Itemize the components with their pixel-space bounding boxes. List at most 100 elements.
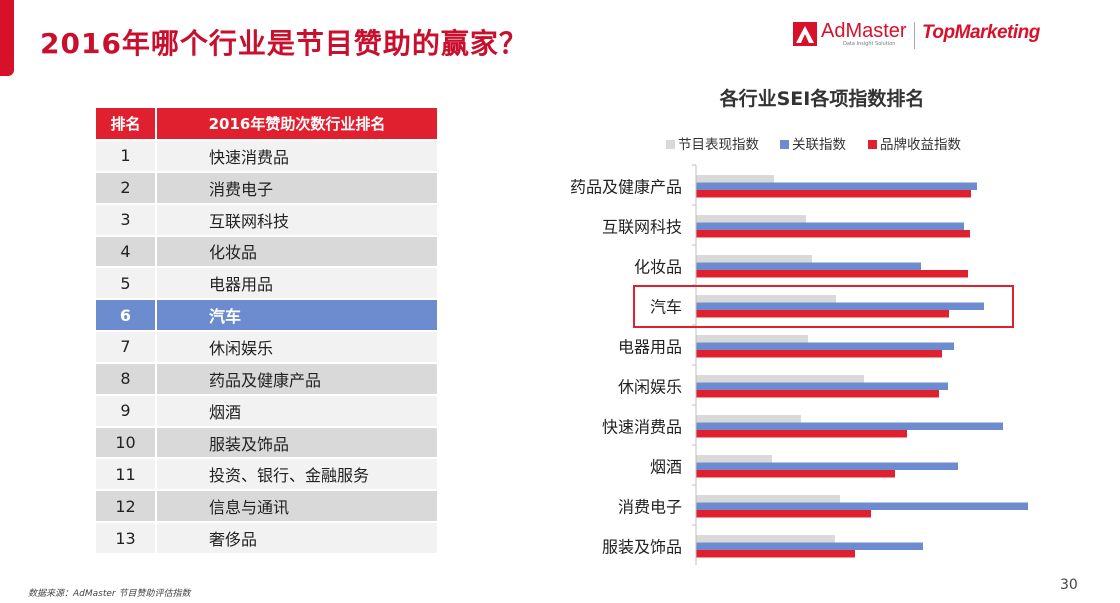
bar-performance <box>696 375 864 383</box>
bar-brand-benefit <box>696 470 895 478</box>
industry-cell: 化妆品 <box>156 235 439 269</box>
legend-swatch <box>666 140 675 149</box>
legend-label: 关联指数 <box>792 137 846 153</box>
industry-cell: 信息与通讯 <box>156 490 439 524</box>
legend-label: 品牌收益指数 <box>880 136 961 153</box>
rank-cell: 12 <box>96 490 157 524</box>
table-row: 5 电器用品 <box>96 267 439 301</box>
table-row: 2 消费电子 <box>96 171 439 205</box>
category-label: 服装及饰品 <box>602 537 682 556</box>
admaster-mark-icon <box>793 22 817 46</box>
bar-brand-benefit <box>696 430 907 438</box>
bar-association <box>696 222 964 230</box>
title-accent-bar <box>0 0 14 76</box>
category-label: 化妆品 <box>634 257 682 276</box>
industry-cell: 休闲娱乐 <box>156 331 439 364</box>
industry-cell: 消费电子 <box>156 171 439 205</box>
bar-association <box>696 342 954 350</box>
admaster-wordmark: AdMaster <box>821 20 907 42</box>
table-row: 11 投资、银行、金融服务 <box>96 458 439 492</box>
category-label: 电器用品 <box>618 337 682 356</box>
category-label: 汽车 <box>650 297 682 316</box>
data-source-note: 数据来源：AdMaster 节目赞助评估指数 <box>28 589 191 599</box>
topmarketing-logo: TopMarketing <box>922 22 1040 43</box>
industry-cell: 汽车 <box>156 299 439 333</box>
bar-brand-benefit <box>696 350 942 358</box>
bar-performance <box>696 255 812 263</box>
bar-association <box>696 262 921 270</box>
bar-performance <box>696 215 806 223</box>
bar-brand-benefit <box>696 230 970 238</box>
table-row: 4 化妆品 <box>96 235 439 269</box>
industry-cell: 投资、银行、金融服务 <box>156 458 439 492</box>
rank-cell: 1 <box>96 140 157 173</box>
category-label: 消费电子 <box>618 497 682 516</box>
legend-swatch <box>868 140 877 149</box>
bar-performance <box>696 455 772 463</box>
rank-cell: 4 <box>96 235 157 269</box>
bar-brand-benefit <box>696 550 855 558</box>
bar-performance <box>696 415 801 423</box>
table-row: 6 汽车 <box>96 299 439 333</box>
legend-swatch <box>780 140 789 149</box>
category-label: 互联网科技 <box>602 217 682 236</box>
rank-cell: 3 <box>96 203 157 237</box>
table-row: 8 药品及健康产品 <box>96 362 439 396</box>
brand-logos: AdMaster Data Insight Solution TopMarket… <box>793 20 1093 52</box>
bar-association <box>696 502 1028 510</box>
category-label: 快速消费品 <box>602 417 682 436</box>
bar-brand-benefit <box>696 310 949 318</box>
bar-brand-benefit <box>696 390 939 398</box>
rank-cell: 2 <box>96 171 157 205</box>
bar-performance <box>696 535 835 543</box>
column-header-rank: 排名 <box>96 108 157 141</box>
bar-association <box>696 302 984 310</box>
industry-ranking-table: 排名 2016年赞助次数行业排名 1 快速消费品 2 消费电子 3 互联网科技 4 化妆品 5 电… <box>96 108 439 555</box>
rank-cell: 10 <box>96 426 157 460</box>
chart-title: 各行业SEI各项指数排名 <box>719 87 925 110</box>
rank-cell: 5 <box>96 267 157 301</box>
rank-cell: 8 <box>96 362 157 396</box>
table-header-row: 排名 2016年赞助次数行业排名 <box>96 108 439 141</box>
highlight-box <box>633 285 1014 328</box>
category-label: 烟酒 <box>650 457 682 476</box>
bar-brand-benefit <box>696 510 871 518</box>
industry-cell: 互联网科技 <box>156 203 439 237</box>
industry-cell: 服装及饰品 <box>156 426 439 460</box>
column-header-industry: 2016年赞助次数行业排名 <box>156 108 439 141</box>
category-label: 休闲娱乐 <box>618 377 682 396</box>
table-row: 12 信息与通讯 <box>96 490 439 524</box>
bar-performance <box>696 175 774 183</box>
bar-association <box>696 422 1003 430</box>
bar-performance <box>696 495 840 503</box>
rank-cell: 9 <box>96 394 157 428</box>
category-label: 药品及健康产品 <box>570 177 682 196</box>
legend-label: 节目表现指数 <box>678 137 759 153</box>
bar-brand-benefit <box>696 190 971 198</box>
bar-association <box>696 462 958 470</box>
bar-association <box>696 542 923 550</box>
rank-cell: 11 <box>96 458 157 492</box>
rank-cell: 6 <box>96 299 157 333</box>
industry-cell: 电器用品 <box>156 267 439 301</box>
rank-cell: 13 <box>96 522 157 555</box>
table-row: 10 服装及饰品 <box>96 426 439 460</box>
table-row: 1 快速消费品 <box>96 140 439 173</box>
industry-cell: 快速消费品 <box>156 140 439 173</box>
rank-cell: 7 <box>96 331 157 364</box>
industry-cell: 奢侈品 <box>156 522 439 555</box>
bar-association <box>696 182 977 190</box>
admaster-tagline: Data Insight Solution <box>843 41 896 47</box>
bar-performance <box>696 295 836 303</box>
page-title: 2016年哪个行业是节目赞助的赢家？ <box>40 27 528 60</box>
bar-brand-benefit <box>696 270 968 278</box>
logo-divider <box>914 22 915 49</box>
table-row: 9 烟酒 <box>96 394 439 428</box>
industry-cell: 药品及健康产品 <box>156 362 439 396</box>
bar-performance <box>696 335 808 343</box>
admaster-logo: AdMaster Data Insight Solution <box>793 20 911 52</box>
table-row: 3 互联网科技 <box>96 203 439 237</box>
industry-cell: 烟酒 <box>156 394 439 428</box>
table-row: 13 奢侈品 <box>96 522 439 555</box>
